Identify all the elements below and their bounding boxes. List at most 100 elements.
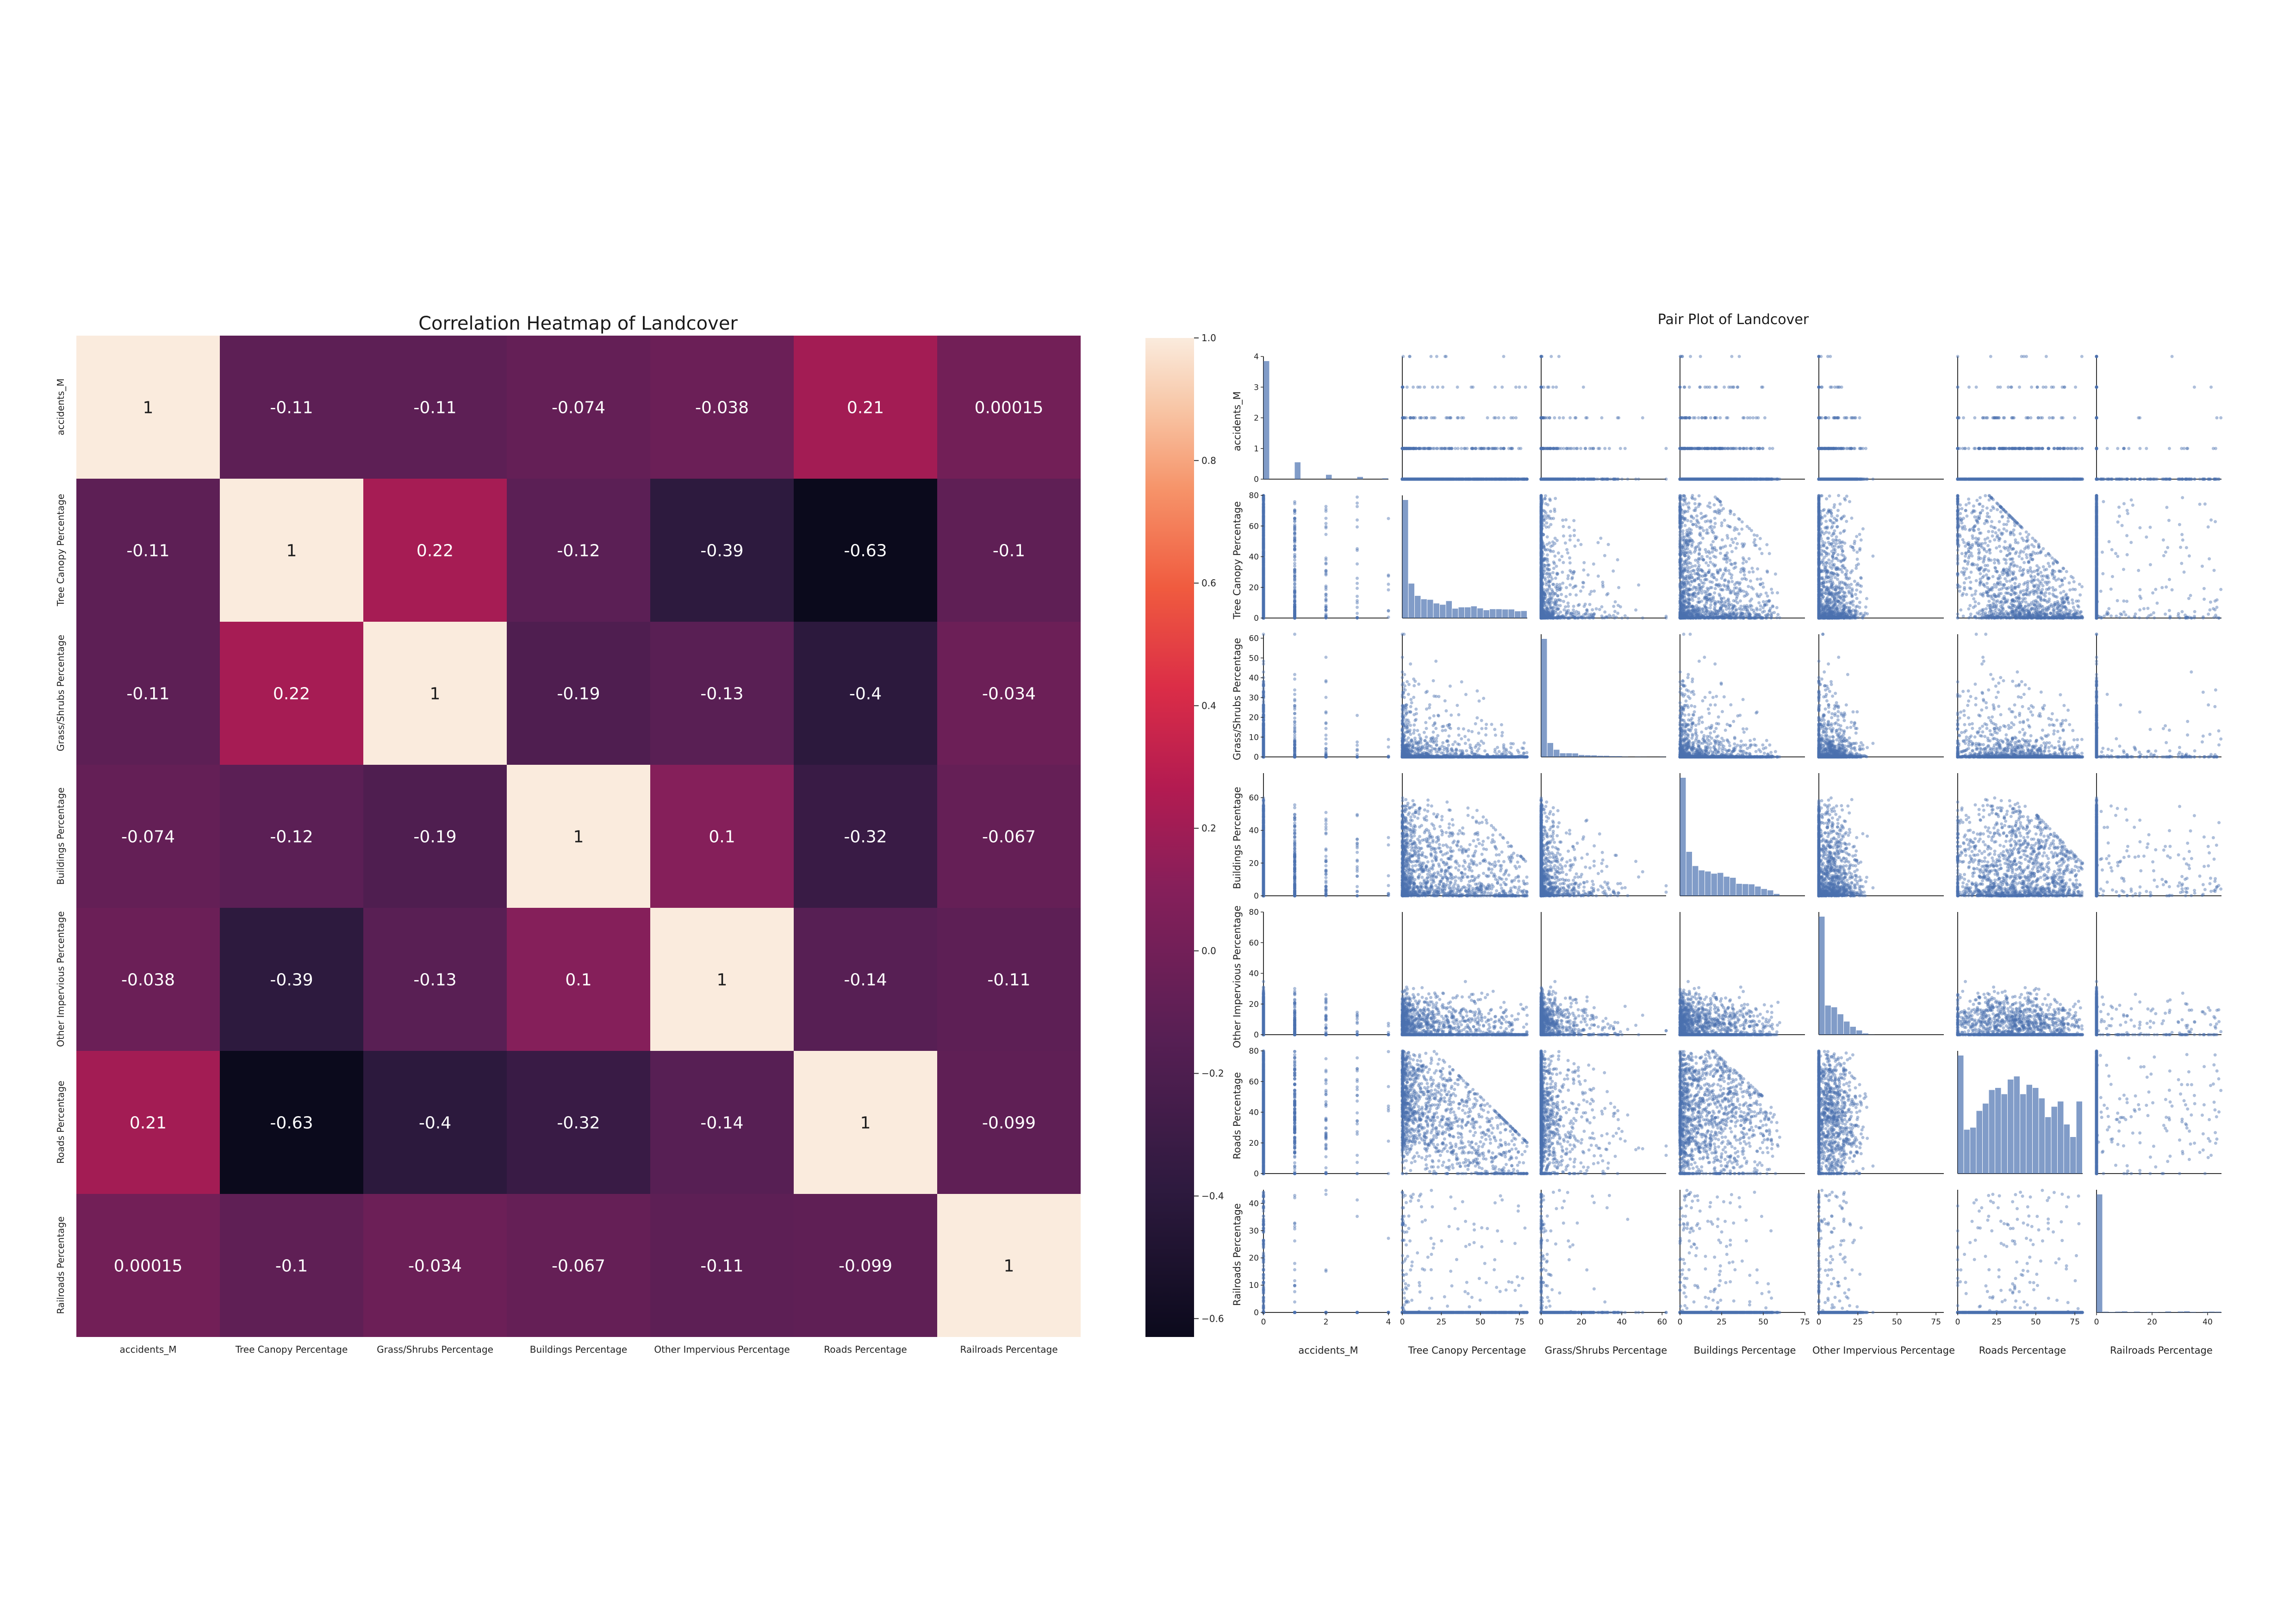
scatter-point xyxy=(1496,447,1499,450)
hm-ylabel-5: Roads Percentage xyxy=(55,1081,66,1163)
heatmap-cell-label: -0.19 xyxy=(557,685,600,704)
heatmap-cell: 1 xyxy=(937,1194,1081,1337)
scatter-point xyxy=(1460,416,1463,419)
scatter-point xyxy=(1502,355,1505,358)
hm-ylabel-6: Railroads Percentage xyxy=(55,1216,66,1314)
heatmap-cell-label: -0.13 xyxy=(413,971,456,990)
scatter-point xyxy=(1429,355,1432,358)
heatmap-cell: -0.067 xyxy=(937,765,1081,908)
heatmap-cell-label: -0.11 xyxy=(987,971,1030,990)
heatmap-cell: -0.12 xyxy=(507,479,650,622)
heatmap-cell: -0.038 xyxy=(76,908,220,1051)
heatmap-cells: 1 -0.11 -0.11 -0.074 -0.038 0.21 0.00015-0.11 1… xyxy=(76,336,1081,1337)
colorbar-tick-label: 0.0 xyxy=(1201,945,1216,956)
heatmap-cell-label: 1 xyxy=(430,685,441,704)
heatmap-cell-label: -0.034 xyxy=(982,685,1036,704)
heatmap-cell: -0.11 xyxy=(937,908,1081,1051)
heatmap-cell: 1 xyxy=(650,908,794,1051)
scatter-point xyxy=(1460,447,1463,450)
pairplot-title: Pair Plot of Landcover xyxy=(1658,312,1809,328)
heatmap-cell-label: -0.32 xyxy=(557,1114,600,1133)
heatmap-panel: Correlation Heatmap of Landcover 1 -0.11-… xyxy=(55,313,1224,1355)
heatmap-cell-label: 1 xyxy=(1004,1257,1014,1276)
heatmap-cell-label: 0.1 xyxy=(709,828,735,847)
heatmap-title: Correlation Heatmap of Landcover xyxy=(418,313,738,334)
hm-xlabel-0: accidents_M xyxy=(120,1344,177,1355)
y-tick-label: 1 xyxy=(1254,444,1259,454)
heatmap-cell-label: -0.067 xyxy=(982,828,1036,847)
heatmap-cell-label: -0.11 xyxy=(270,399,313,418)
heatmap-cell: 0.00015 xyxy=(76,1194,220,1337)
heatmap-cell-label: 0.1 xyxy=(565,971,591,990)
scatter-point xyxy=(1435,355,1438,358)
heatmap-cell-label: -0.14 xyxy=(844,971,887,990)
pairplot-subplot xyxy=(1401,355,1529,481)
heatmap-cell-label: 1 xyxy=(860,1114,871,1133)
pairplot-panel: Pair Plot of Landcover 01234020406080010… xyxy=(1232,312,2222,1356)
heatmap-cell: -0.074 xyxy=(507,336,650,479)
heatmap-cell: 1 xyxy=(794,1051,937,1194)
heatmap-cell-label: -0.099 xyxy=(839,1257,892,1276)
heatmap-cell-label: -0.074 xyxy=(121,828,175,847)
heatmap-cell: 1 xyxy=(220,479,363,622)
scatter-point xyxy=(1493,386,1497,389)
heatmap-cell-label: -0.067 xyxy=(552,1257,605,1276)
heatmap-cell: -0.14 xyxy=(650,1051,794,1194)
scatter-point xyxy=(1470,386,1473,389)
heatmap-cell: -0.12 xyxy=(220,765,363,908)
heatmap-cell: -0.19 xyxy=(507,622,650,765)
heatmap-cell: 0.22 xyxy=(363,479,507,622)
scatter-point xyxy=(1524,386,1527,389)
heatmap-cell: 0.21 xyxy=(76,1051,220,1194)
heatmap-cell-label: 0.21 xyxy=(130,1114,167,1133)
heatmap-cell: -0.067 xyxy=(507,1194,650,1337)
heatmap-cell-label: -0.11 xyxy=(700,1257,743,1276)
heatmap-cell: -0.13 xyxy=(363,908,507,1051)
colorbar-tick-label: 0.2 xyxy=(1201,823,1216,834)
heatmap-cell-label: -0.12 xyxy=(270,828,313,847)
heatmap-cell-label: -0.11 xyxy=(413,399,456,418)
heatmap-cell-label: -0.32 xyxy=(844,828,887,847)
heatmap-cell: -0.099 xyxy=(937,1051,1081,1194)
y-tick-label: 3 xyxy=(1254,383,1259,392)
heatmap-cell: -0.1 xyxy=(220,1194,363,1337)
scatter-point xyxy=(1493,416,1496,419)
hm-ylabel-1: Tree Canopy Percentage xyxy=(55,494,66,607)
colorbar-tick-label: 0.6 xyxy=(1201,578,1216,589)
colorbar-tick-label: −0.4 xyxy=(1201,1190,1224,1201)
colorbar-gradient xyxy=(1145,338,1194,1337)
heatmap-cell: 1 xyxy=(507,765,650,908)
colorbar-tick-label: −0.6 xyxy=(1201,1313,1224,1324)
y-tick-label: 0 xyxy=(1254,475,1259,484)
scatter-point xyxy=(1456,386,1459,389)
colorbar-tick-label: 0.8 xyxy=(1201,455,1216,466)
scatter-point xyxy=(1502,447,1506,450)
heatmap-cell: -0.4 xyxy=(794,622,937,765)
heatmap-cell: -0.11 xyxy=(76,622,220,765)
heatmap-cell: -0.13 xyxy=(650,622,794,765)
heatmap-cell-label: -0.4 xyxy=(419,1114,451,1133)
heatmap-cell-label: -0.63 xyxy=(844,542,887,561)
scatter-point xyxy=(1421,447,1425,450)
heatmap-cell: -0.074 xyxy=(76,765,220,908)
histogram-bar xyxy=(1357,477,1363,479)
heatmap-cell: -0.11 xyxy=(363,336,507,479)
heatmap-cell: 0.00015 xyxy=(937,336,1081,479)
histogram-bar xyxy=(1382,478,1388,479)
heatmap-cell: -0.034 xyxy=(363,1194,507,1337)
hm-ylabel-4: Other Impervious Percentage xyxy=(55,911,66,1047)
heatmap-cell-label: -0.14 xyxy=(700,1114,743,1133)
pairplot-panels: 0123402040608001020304050600204060020406… xyxy=(1249,352,2222,1327)
heatmap-cell-label: -0.034 xyxy=(408,1257,462,1276)
heatmap-cell-label: 1 xyxy=(286,542,297,561)
heatmap-cell-label: -0.1 xyxy=(275,1257,308,1276)
heatmap-cell-label: -0.39 xyxy=(700,542,743,561)
hm-ylabel-2: Grass/Shrubs Percentage xyxy=(55,635,66,751)
heatmap-cell: 0.22 xyxy=(220,622,363,765)
heatmap-cell-label: -0.038 xyxy=(695,399,749,418)
heatmap-cell: -0.14 xyxy=(794,908,937,1051)
heatmap-cell: 0.1 xyxy=(507,908,650,1051)
heatmap-cell: -0.034 xyxy=(937,622,1081,765)
